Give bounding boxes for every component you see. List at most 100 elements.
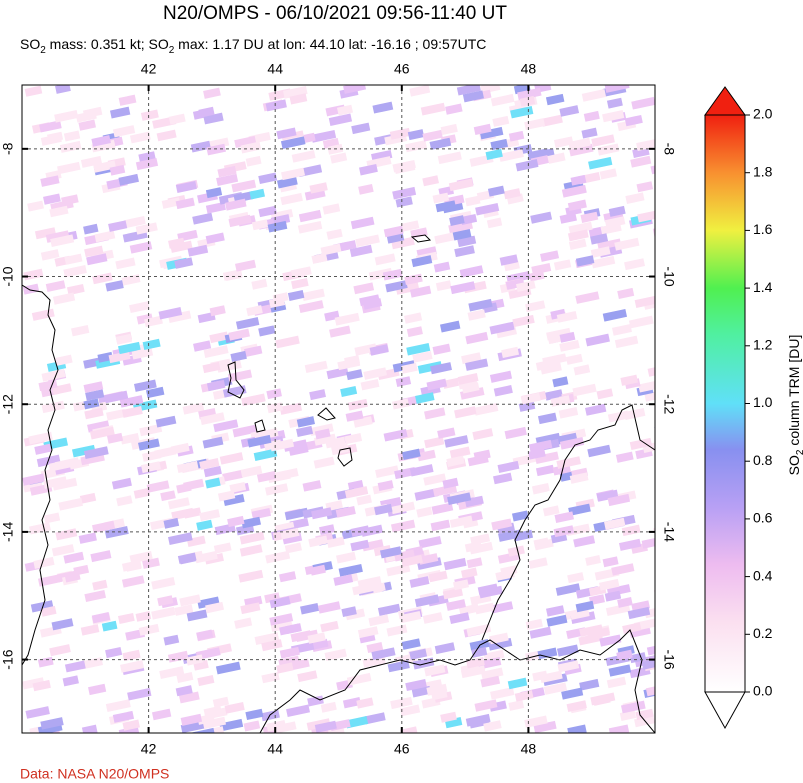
pixel (129, 551, 153, 564)
lon-label-top: 48 (521, 61, 537, 77)
pixel (364, 712, 386, 725)
pixel (45, 280, 66, 292)
title: N20/OMPS - 06/10/2021 09:56-11:40 UT (163, 3, 507, 24)
pixel (170, 240, 193, 253)
text-part: SO (786, 455, 802, 475)
pixel (203, 465, 222, 478)
pixel (71, 324, 90, 337)
pixel (598, 578, 620, 591)
pixel (511, 510, 529, 522)
pixel (129, 131, 151, 144)
pixel (139, 423, 163, 437)
pixel (298, 300, 324, 313)
pixel (449, 612, 470, 624)
pixel (144, 315, 163, 328)
pixel (131, 347, 154, 360)
pixel (507, 545, 525, 557)
pixel (212, 696, 230, 708)
pixel (469, 541, 494, 555)
pixel (435, 280, 452, 292)
pixel (615, 451, 634, 463)
pixel (533, 720, 557, 733)
pixel (617, 597, 633, 608)
pixel (350, 539, 370, 552)
pixel (431, 689, 448, 701)
pixel (217, 165, 237, 178)
pixel (333, 574, 354, 586)
pixel (452, 228, 472, 241)
pixel (628, 315, 654, 329)
pixel (215, 661, 241, 675)
colorbar-tick-label: 1.8 (753, 163, 773, 179)
pixel (525, 650, 542, 662)
pixel (197, 713, 215, 725)
lat-label-right: -10 (661, 266, 677, 286)
pixel (490, 138, 509, 151)
pixel (474, 403, 499, 416)
pixel (512, 314, 535, 328)
pixel (31, 308, 55, 321)
pixel (553, 432, 578, 446)
pixel (140, 109, 159, 121)
pixel (374, 253, 396, 266)
pixel (592, 694, 611, 706)
pixel (309, 389, 326, 401)
pixel (567, 229, 589, 242)
pixel (187, 244, 209, 257)
pixel (507, 677, 528, 690)
pixel (324, 648, 347, 661)
pixel (547, 333, 564, 345)
pixel (261, 639, 283, 652)
pixel (382, 268, 403, 281)
pixel (390, 696, 413, 710)
pixel (93, 160, 117, 173)
pixel (467, 309, 486, 321)
pixel (280, 527, 300, 540)
pixel (186, 654, 204, 666)
pixel (301, 288, 325, 301)
pixel (340, 385, 358, 398)
pixel (462, 90, 484, 103)
pixel (411, 255, 433, 268)
pixel (465, 331, 489, 345)
pixel (390, 519, 416, 533)
pixel (401, 554, 423, 567)
pixel (289, 517, 309, 530)
pixel (322, 203, 341, 215)
text-part: 2 (795, 449, 803, 455)
pixel (552, 376, 569, 388)
pixel (342, 697, 362, 709)
pixel (40, 605, 57, 617)
pixel (524, 118, 546, 131)
pixel (579, 624, 604, 637)
pixel (43, 512, 61, 524)
pixel (109, 164, 126, 176)
pixel (116, 495, 133, 507)
pixel (121, 575, 145, 588)
pixel (587, 444, 611, 458)
pixel (66, 283, 85, 296)
pixel (567, 724, 587, 733)
pixel (127, 687, 152, 701)
pixel (453, 579, 469, 591)
pixel (205, 477, 221, 489)
pixel (202, 716, 227, 730)
pixel (344, 433, 363, 445)
pixel (637, 210, 655, 223)
pixel (386, 563, 411, 577)
pixel (80, 624, 100, 636)
pixel (401, 638, 421, 650)
pixel (167, 310, 192, 323)
pixel (258, 205, 277, 218)
pixel (86, 253, 108, 266)
pixel (199, 509, 221, 522)
pixel (448, 178, 474, 192)
pixel (27, 200, 44, 212)
pixel (83, 381, 104, 393)
pixel (256, 470, 277, 483)
pixel (391, 236, 415, 250)
pixel (59, 140, 82, 153)
pixel (115, 333, 133, 345)
pixel (249, 188, 265, 200)
pixel (234, 259, 257, 272)
